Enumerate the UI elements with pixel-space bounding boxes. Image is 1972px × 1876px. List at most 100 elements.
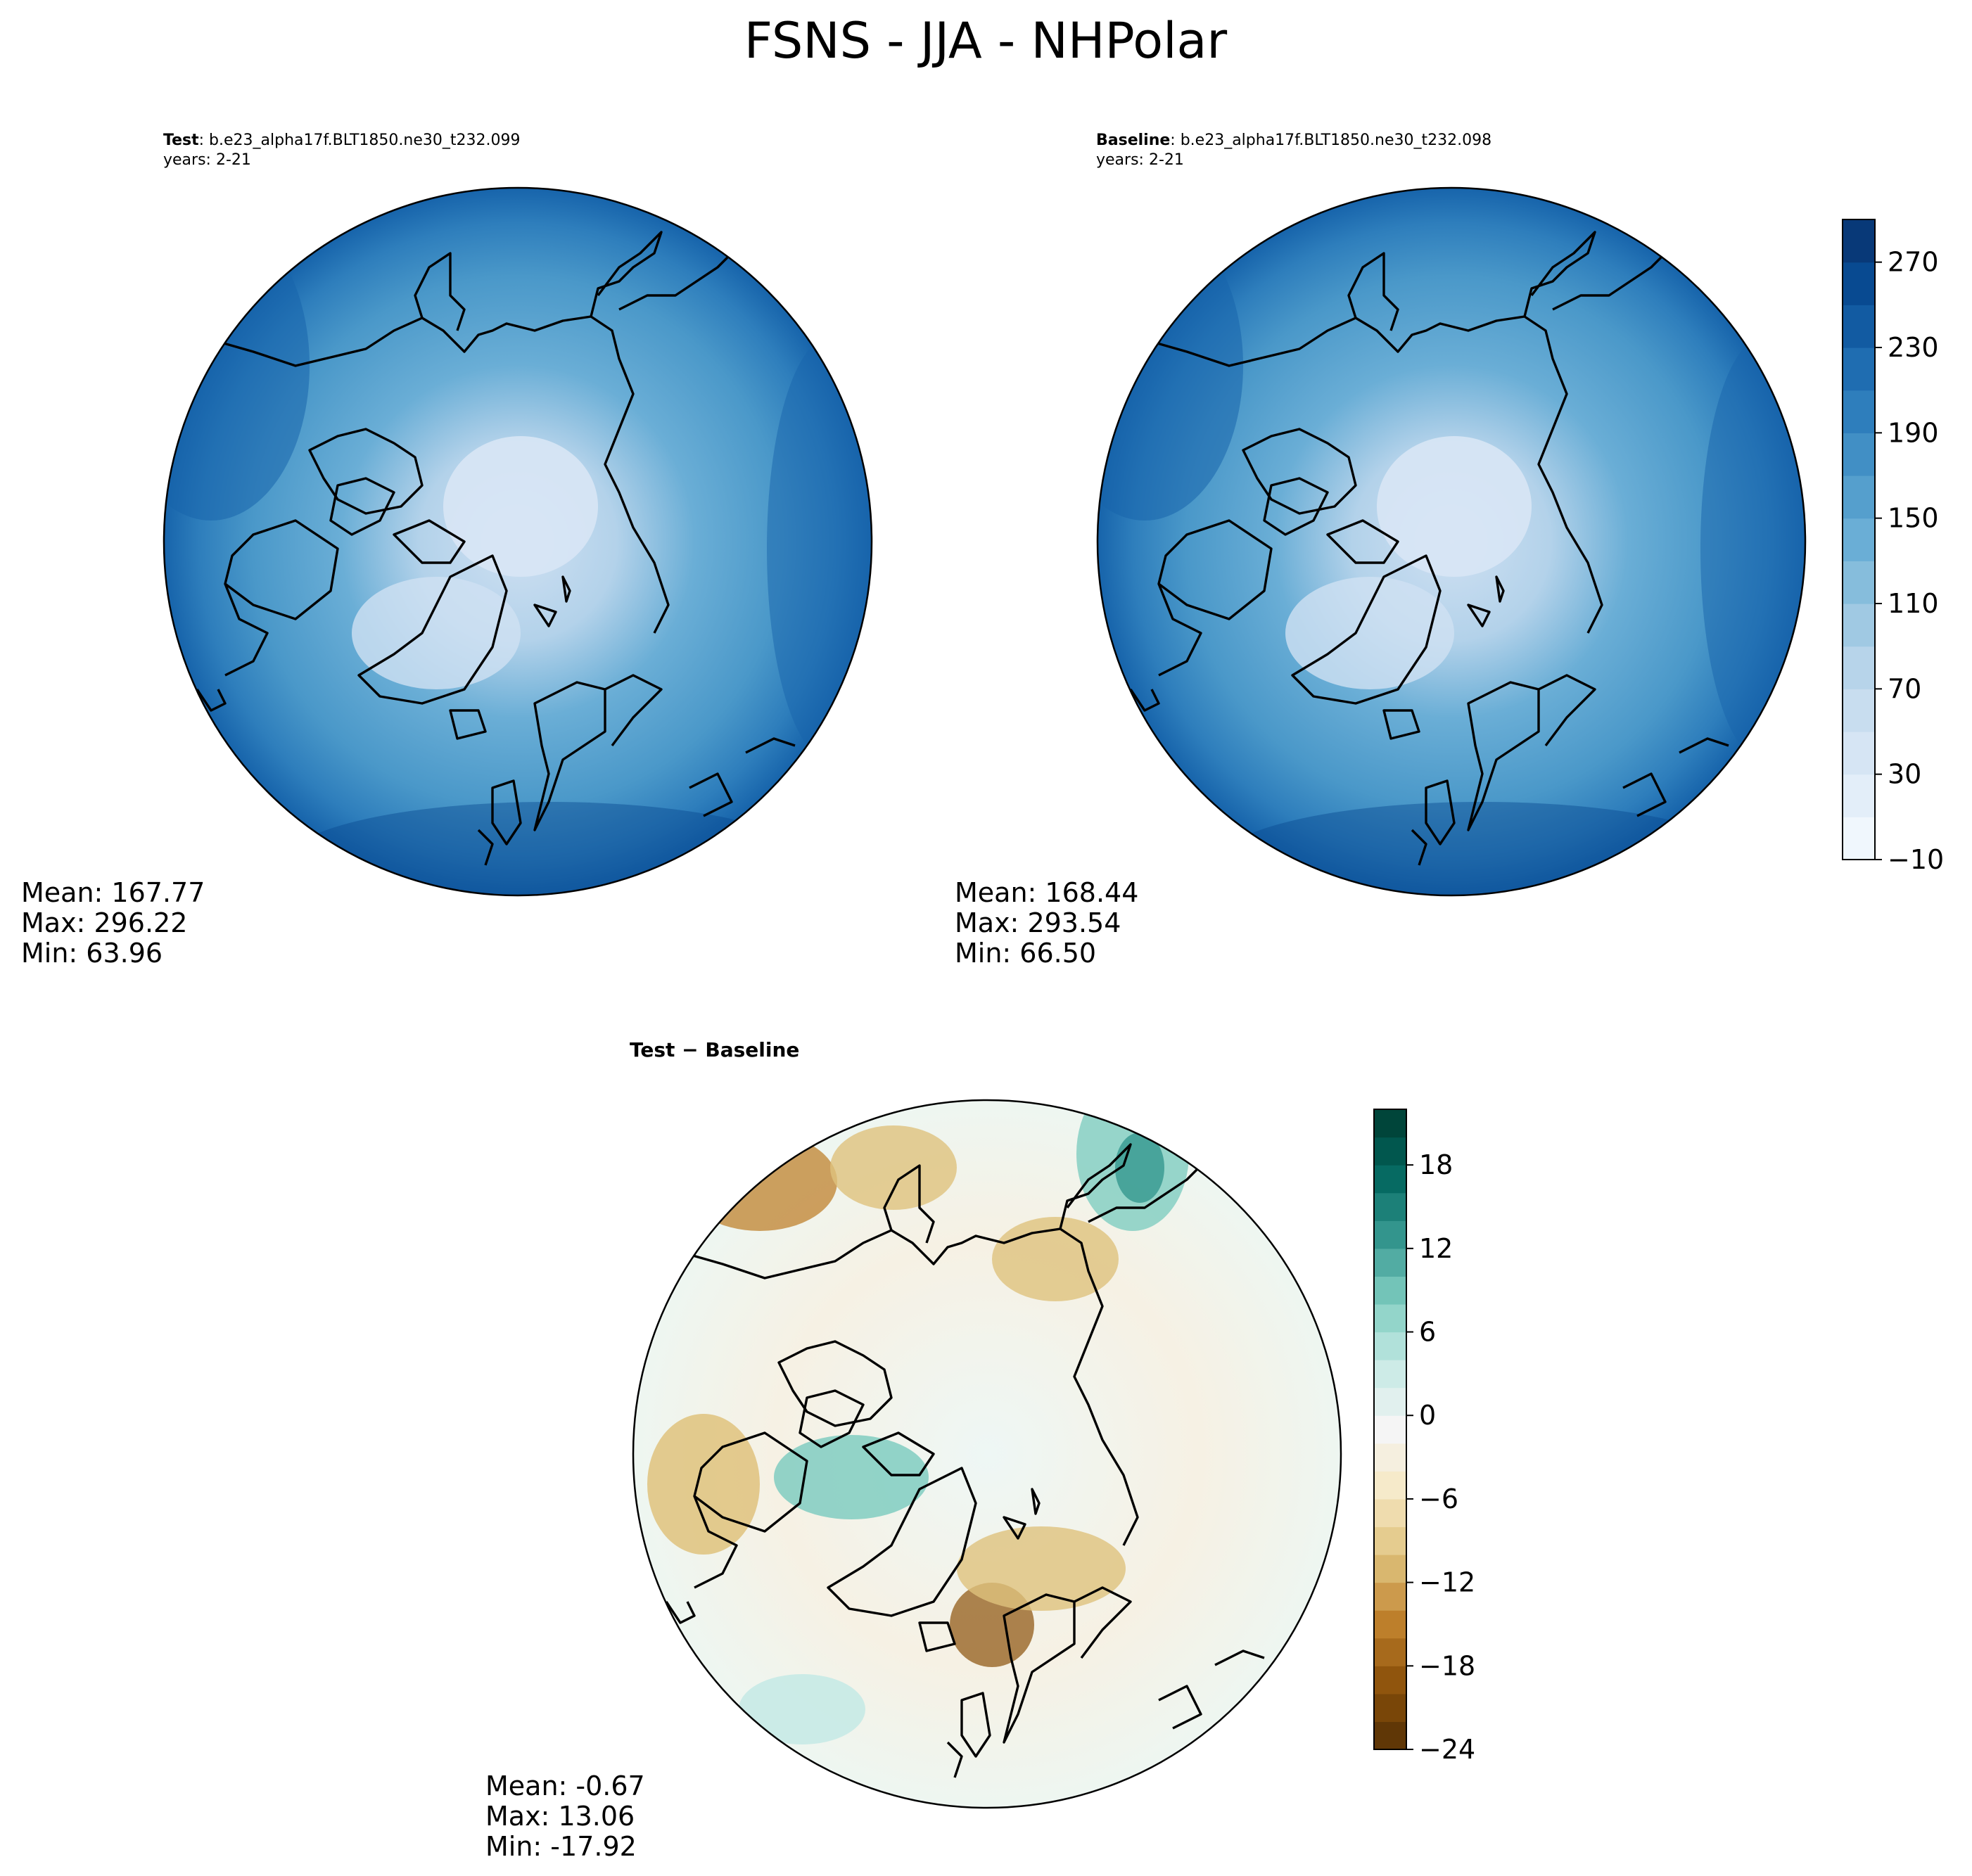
colorbar-difference-tick-label: 0 — [1419, 1400, 1436, 1431]
panel-test-min: Min: 63.96 — [21, 938, 163, 969]
colorbar-difference-band — [1374, 1360, 1406, 1389]
colorbar-difference-band — [1374, 1303, 1406, 1333]
map-difference-anomaly-ne-core — [1115, 1132, 1164, 1203]
colorbar-difference-band — [1374, 1332, 1406, 1360]
colorbar-absolute-tick-label: 190 — [1888, 417, 1939, 448]
coastlines-baseline — [1098, 224, 1729, 866]
colorbar-difference-band — [1374, 1192, 1406, 1221]
panel-baseline-label-bold: Baseline — [1096, 132, 1170, 149]
colorbar-difference-band — [1374, 1666, 1406, 1695]
colorbar-difference-band — [1374, 1638, 1406, 1666]
colorbar-absolute-tick-label: 150 — [1888, 503, 1939, 534]
colorbar-absolute-tick-label: 230 — [1888, 332, 1939, 363]
panel-baseline: Baseline: b.e23_alpha17f.BLT1850.ne30_t2… — [955, 132, 1944, 969]
map-difference — [633, 1100, 1341, 1808]
colorbar-absolute-outline — [1842, 219, 1876, 860]
colorbar-absolute-band — [1843, 219, 1875, 263]
map-difference-anomaly-n-neg — [830, 1125, 957, 1210]
colorbar-absolute-band — [1843, 476, 1875, 519]
panel-test-label-bold: Test — [163, 132, 199, 149]
colorbar-difference-tick-label: 6 — [1419, 1317, 1436, 1348]
colorbar-difference-band — [1374, 1220, 1406, 1249]
colorbar-absolute-tick-label: 270 — [1888, 247, 1939, 278]
map-difference-anomaly-scandinavia-neg — [957, 1526, 1126, 1611]
colorbar-difference-band — [1374, 1498, 1406, 1528]
colorbar-difference-band — [1374, 1109, 1406, 1138]
panel-baseline-max: Max: 293.54 — [955, 907, 1121, 938]
map-difference-frame — [632, 1099, 1342, 1809]
colorbar-difference-band — [1374, 1137, 1406, 1166]
colorbar-difference-band — [1374, 1610, 1406, 1639]
map-difference-anomaly-sw-pos — [739, 1674, 865, 1744]
colorbar-difference-band — [1374, 1443, 1406, 1472]
map-baseline-contour-greenland — [1285, 577, 1454, 689]
map-test-contour-east — [767, 338, 872, 760]
colorbar-absolute-band — [1843, 433, 1875, 476]
panel-difference-min: Min: -17.92 — [485, 1831, 637, 1862]
colorbar-difference-tick-label: −18 — [1419, 1650, 1475, 1681]
map-difference-anomaly-alaska-neg — [647, 1414, 760, 1555]
panel-baseline-label: Baseline: b.e23_alpha17f.BLT1850.ne30_t2… — [1096, 132, 1491, 149]
colorbar-absolute-band — [1843, 561, 1875, 604]
colorbar-difference-tick-label: −12 — [1419, 1567, 1475, 1598]
map-baseline-contour-pole — [1377, 436, 1532, 577]
panel-baseline-min: Min: 66.50 — [955, 938, 1096, 969]
panel-baseline-years: years: 2-21 — [1096, 151, 1184, 169]
map-baseline-contour-east — [1700, 338, 1805, 760]
colorbar-difference-tick-label: 12 — [1419, 1233, 1453, 1264]
colorbar-absolute-band — [1843, 262, 1875, 305]
panel-test-years: years: 2-21 — [163, 151, 251, 169]
colorbar-difference-band — [1374, 1415, 1406, 1444]
panel-baseline-mean: Mean: 168.44 — [955, 877, 1138, 908]
colorbar-difference-band — [1374, 1387, 1406, 1416]
colorbar-difference-outline — [1373, 1109, 1407, 1750]
panel-difference-mean: Mean: -0.67 — [485, 1770, 645, 1801]
colorbar-difference-tick-label: −6 — [1419, 1483, 1458, 1514]
map-baseline-frame — [1096, 186, 1807, 897]
map-test-frame — [163, 186, 873, 897]
colorbar-difference-band — [1374, 1248, 1406, 1277]
colorbar-absolute-tick-label: −10 — [1888, 844, 1944, 875]
colorbar-absolute-band — [1843, 774, 1875, 817]
colorbar-absolute-tick-label: 70 — [1888, 673, 1921, 704]
map-test-contour-south — [281, 802, 816, 895]
colorbar-absolute-band — [1843, 817, 1875, 860]
map-test-contour-pole — [443, 436, 598, 577]
colorbar-absolute-band — [1843, 646, 1875, 689]
panel-test-label-rest: : b.e23_alpha17f.BLT1850.ne30_t232.099 — [199, 132, 521, 149]
panel-difference: Test − Baseline — [485, 1038, 1475, 1862]
colorbar-difference-band — [1374, 1555, 1406, 1583]
map-baseline-contour-south — [1215, 802, 1750, 895]
colorbar-difference-band — [1374, 1471, 1406, 1500]
colorbar-absolute-band — [1843, 347, 1875, 391]
colorbar-difference: −24 −18 −12 −6 0 6 12 18 — [1373, 1109, 1475, 1765]
panel-difference-label: Test − Baseline — [630, 1038, 799, 1061]
colorbar-difference-band — [1374, 1276, 1406, 1305]
colorbar-absolute-tick-label: 110 — [1888, 588, 1939, 619]
panel-baseline-label-rest: : b.e23_alpha17f.BLT1850.ne30_t232.098 — [1170, 132, 1491, 149]
colorbar-absolute-band — [1843, 604, 1875, 647]
panel-test-mean: Mean: 167.77 — [21, 877, 205, 908]
colorbar-difference-band — [1374, 1165, 1406, 1194]
colorbar-difference-tick-label: 18 — [1419, 1149, 1453, 1180]
colorbar-difference-band — [1374, 1526, 1406, 1555]
panel-test-label: Test: b.e23_alpha17f.BLT1850.ne30_t232.0… — [163, 132, 520, 149]
colorbar-difference-band — [1374, 1693, 1406, 1723]
colorbar-difference-band — [1374, 1582, 1406, 1611]
panel-difference-max: Max: 13.06 — [485, 1801, 635, 1832]
map-difference-anomaly-siberia-neg — [992, 1217, 1119, 1301]
colorbar-absolute-band — [1843, 518, 1875, 561]
map-difference-anomaly-canada-pos — [774, 1435, 929, 1519]
colorbar-absolute-band — [1843, 305, 1875, 348]
colorbar-difference-tick-label: −24 — [1419, 1734, 1475, 1765]
colorbar-absolute-band — [1843, 732, 1875, 775]
map-difference-field — [633, 1100, 1341, 1808]
colorbar-absolute-tick-label: 30 — [1888, 759, 1921, 790]
panel-test-max: Max: 296.22 — [21, 907, 187, 938]
colorbar-absolute-band — [1843, 689, 1875, 732]
colorbar-absolute: −10 30 70 110 150 190 230 270 — [1842, 219, 1944, 875]
colorbar-absolute-band — [1843, 390, 1875, 433]
map-test-contour-greenland — [352, 577, 521, 689]
panel-test: Test: b.e23_alpha17f.BLT1850.ne30_t232.0… — [21, 132, 873, 969]
